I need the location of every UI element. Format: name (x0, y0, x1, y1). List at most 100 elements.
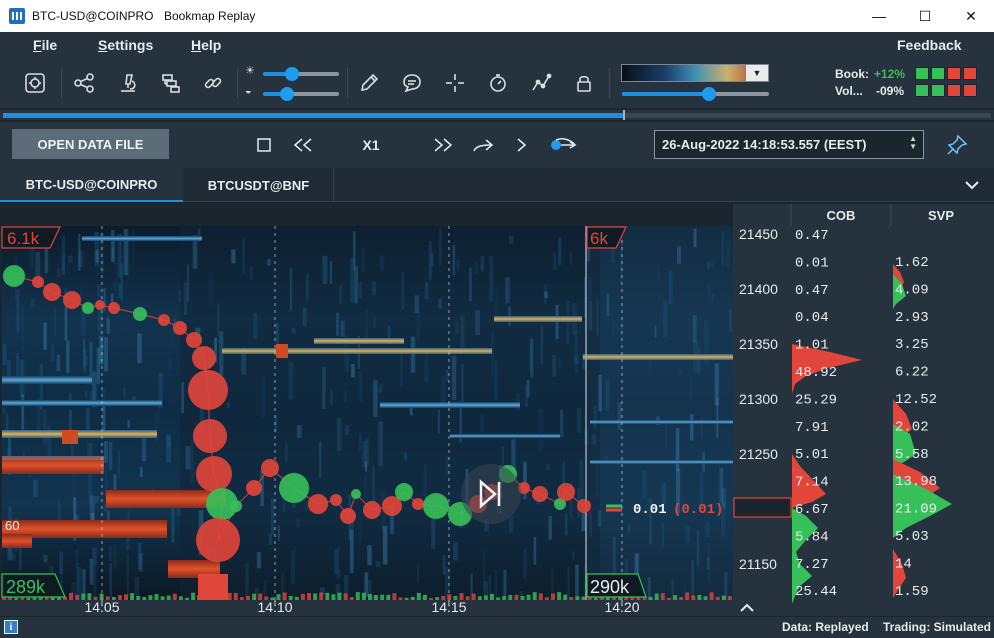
heatmap-contrast-slider[interactable] (622, 87, 769, 101)
fast-forward-button[interactable] (430, 133, 456, 157)
cob-value: 0.01 (795, 255, 829, 271)
time-tick-label: 14:20 (604, 599, 639, 615)
heatmap-gradient-picker[interactable]: ▼ (621, 64, 769, 82)
replay-datetime-value: 26-Aug-2022 14:18:53.557 (EEST) (662, 137, 867, 152)
datetime-spinner-icon[interactable]: ▲ ▼ (909, 134, 917, 151)
cob-value: 0.47 (795, 283, 829, 299)
volume-value: -09% (876, 84, 905, 98)
heatmap-chart-area[interactable]: 6.1k 6k 289k 290k 60 0.01 (0.01) 14:05 14… (0, 204, 994, 635)
trade-bubble (173, 321, 187, 335)
stopwatch-icon[interactable] (485, 70, 511, 96)
stop-button[interactable] (254, 133, 274, 157)
right-volume-label: 290k (590, 577, 630, 597)
imbalance-square (931, 67, 945, 80)
trade-bubble (330, 494, 342, 506)
chevron-up-icon[interactable] (740, 603, 754, 612)
pin-icon[interactable] (944, 133, 970, 157)
price-tick-label: 21450 (739, 226, 778, 242)
crosshair-icon[interactable] (442, 70, 468, 96)
title-bar: BTC-USD@COINPRO Bookmap Replay — ☐ ✕ (0, 0, 994, 32)
close-button[interactable]: ✕ (948, 0, 994, 32)
heatmap-chart[interactable]: 6.1k 6k 289k 290k 60 0.01 (0.01) 14:05 14… (0, 204, 994, 635)
cob-value: 0.47 (795, 228, 829, 244)
cob-value: 5.84 (795, 529, 829, 545)
playback-speed[interactable]: X1 (362, 137, 380, 153)
replay-datetime-field[interactable]: 26-Aug-2022 14:18:53.557 (EEST) ▲ ▼ (654, 130, 924, 159)
microscope-icon[interactable] (115, 70, 141, 96)
tab-btc-usd-coinpro[interactable]: BTC-USD@COINPRO (0, 168, 183, 202)
svp-values: 1.62 4.09 2.93 3.25 6.22 12.52 2.02 5.58 13.98 21… (895, 255, 937, 600)
menu-file[interactable]: File (33, 37, 58, 53)
layers-icon[interactable] (158, 70, 184, 96)
trade-bubble (382, 496, 402, 516)
status-bar: i Data: Replayed Trading: Simulated (0, 617, 994, 638)
step-forward-button[interactable] (510, 133, 532, 157)
imbalance-square (963, 67, 977, 80)
jump-forward-button[interactable] (470, 133, 496, 157)
trade-bubble (246, 480, 262, 496)
price-tick-label: 21150 (739, 556, 777, 572)
maximize-icon: ☐ (918, 7, 932, 24)
trade-bubble (363, 501, 381, 519)
current-quantity-paren: (0.01) (673, 502, 723, 518)
right-max-label: 6k (590, 229, 608, 248)
menu-help[interactable]: Help (191, 37, 222, 53)
chart-line-icon[interactable] (528, 70, 554, 96)
maximize-button[interactable]: ☐ (902, 0, 948, 32)
trade-bubble (196, 456, 232, 492)
lock-icon[interactable] (571, 70, 597, 96)
minimize-button[interactable]: — (856, 0, 902, 32)
cob-value: 1.01 (795, 338, 829, 354)
step-play-icon (479, 479, 497, 509)
crosshair-zoom-icon[interactable] (22, 70, 48, 96)
time-tick-label: 14:15 (431, 599, 466, 615)
trading-status: Trading: Simulated (883, 620, 992, 634)
cob-value: 7.91 (795, 420, 829, 436)
svp-value: 14 (895, 556, 912, 572)
trade-bubble (412, 498, 424, 510)
window-instrument-title: BTC-USD@COINPRO (32, 9, 154, 23)
feedback-link[interactable]: Feedback (897, 37, 962, 53)
tab-btcusdt-bnf[interactable]: BTCUSDT@BNF (184, 168, 334, 202)
trade-bubble (557, 483, 575, 501)
toolbar: ☀ ◒ ▼ Book: (0, 58, 994, 108)
share-icon[interactable] (71, 70, 97, 96)
left-volume-label: 289k (6, 577, 46, 597)
liquidity-levels (2, 236, 733, 578)
chevron-down-icon[interactable]: ▼ (746, 65, 768, 81)
cob-value: 48.92 (795, 365, 837, 381)
chevron-down-icon[interactable] (960, 173, 984, 197)
svp-value: 13.98 (895, 474, 937, 490)
trade-bubble (43, 283, 61, 301)
open-data-file-button[interactable]: OPEN DATA FILE (12, 129, 169, 159)
svp-value: 21.09 (895, 502, 937, 518)
trade-bubble (192, 346, 216, 370)
rewind-button[interactable] (290, 133, 316, 157)
imbalance-square (963, 84, 977, 97)
instrument-tabs: BTC-USD@COINPRO BTCUSDT@BNF (0, 168, 994, 202)
volume-bars (2, 574, 732, 600)
brightness-slider[interactable] (263, 67, 339, 81)
trade-bubble (340, 508, 356, 524)
book-label: Book: (835, 67, 869, 81)
cob-value: 6.67 (795, 502, 829, 518)
contrast-slider[interactable] (263, 87, 339, 101)
link-icon[interactable] (200, 70, 226, 96)
left-max-label: 6.1k (7, 229, 40, 248)
menu-bar: File Settings Help Feedback (0, 32, 994, 58)
play-overlay[interactable] (461, 464, 521, 524)
follow-live-button[interactable] (546, 133, 580, 157)
trade-bubble (108, 302, 120, 314)
info-icon[interactable]: i (4, 620, 18, 634)
window-app-title: Bookmap Replay (164, 9, 256, 23)
trade-bubble (188, 370, 228, 410)
menu-settings[interactable]: Settings (98, 37, 154, 53)
time-axis: 14:05 14:10 14:15 14:20 (84, 599, 639, 615)
price-tick-label: 21300 (739, 391, 778, 407)
replay-progress-bar[interactable] (0, 110, 994, 120)
trade-bubble (423, 493, 449, 519)
minimize-icon: — (872, 8, 886, 24)
chat-icon[interactable] (399, 70, 425, 96)
pencil-icon[interactable] (356, 70, 382, 96)
